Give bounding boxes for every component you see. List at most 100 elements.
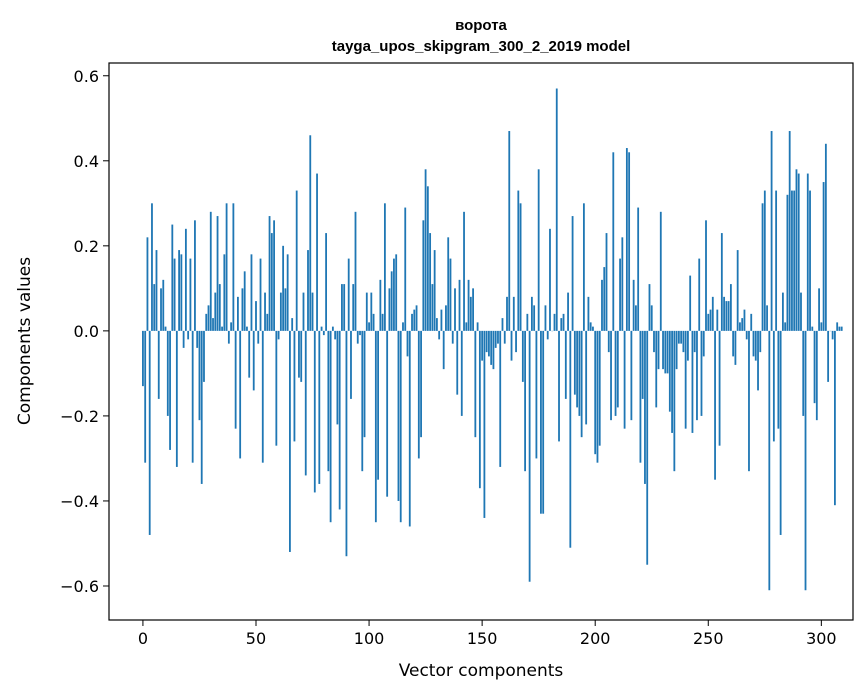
bar	[503, 330, 506, 344]
bar	[395, 254, 398, 331]
bar	[383, 203, 386, 331]
bar	[259, 258, 262, 331]
bar	[813, 330, 816, 404]
bar	[184, 228, 187, 331]
bar	[693, 330, 696, 353]
bar	[759, 330, 762, 353]
bar	[148, 330, 151, 535]
bar	[515, 330, 517, 353]
bar	[420, 330, 422, 438]
bar	[270, 233, 273, 331]
bar	[542, 330, 545, 514]
bar	[800, 292, 802, 331]
x-axis-label: Vector components	[399, 661, 564, 681]
bar	[338, 330, 341, 510]
bar	[553, 313, 556, 331]
bar	[648, 284, 651, 331]
bar	[621, 237, 624, 331]
bar	[313, 330, 316, 493]
bar	[227, 330, 230, 344]
bar	[818, 288, 820, 331]
bar	[243, 271, 246, 331]
bar	[677, 330, 680, 344]
bar	[725, 301, 728, 331]
bar	[637, 207, 640, 331]
bar	[578, 330, 581, 416]
bar	[714, 330, 716, 480]
bar	[318, 330, 321, 484]
bar	[469, 296, 472, 331]
bar	[160, 288, 162, 331]
bar	[573, 330, 576, 395]
y-axis-label: Components values	[15, 257, 35, 425]
bar	[354, 211, 357, 331]
bar	[322, 330, 325, 336]
bar	[268, 216, 271, 331]
bar	[530, 296, 533, 331]
bar	[788, 131, 791, 331]
bar	[440, 309, 443, 331]
bar	[169, 330, 171, 450]
bar	[607, 330, 610, 353]
bar	[664, 330, 667, 374]
bar	[772, 330, 775, 442]
bar	[836, 322, 839, 331]
bar	[454, 288, 456, 331]
bar	[623, 330, 626, 429]
bar	[521, 330, 524, 382]
y-tick-label: −0.4	[60, 492, 99, 511]
bar	[720, 233, 723, 331]
bar	[528, 330, 531, 582]
bar	[388, 288, 391, 331]
bar	[549, 228, 551, 331]
bar	[352, 284, 355, 331]
bar	[492, 330, 495, 370]
bar	[763, 190, 766, 331]
bar	[707, 313, 710, 331]
bar	[250, 254, 253, 331]
bar	[537, 169, 540, 331]
bar	[241, 288, 244, 331]
bar	[598, 330, 601, 446]
bar	[582, 203, 585, 331]
bar	[372, 313, 375, 331]
bar	[347, 258, 350, 331]
bar	[239, 330, 242, 459]
bar	[616, 330, 619, 408]
bar	[632, 279, 635, 331]
bar	[729, 284, 732, 331]
bar	[797, 173, 800, 331]
bar	[275, 330, 278, 446]
bar	[402, 322, 404, 331]
bar	[327, 330, 330, 472]
bar	[343, 284, 346, 331]
bar	[478, 330, 481, 489]
bar	[560, 318, 563, 331]
bar	[214, 292, 217, 331]
bar	[189, 258, 192, 331]
bar	[770, 131, 773, 331]
bar	[723, 296, 726, 331]
bar	[696, 330, 698, 421]
bar	[791, 190, 793, 331]
bar	[655, 330, 658, 408]
plot-frame	[108, 62, 854, 621]
bar	[650, 305, 653, 331]
bar	[194, 220, 196, 331]
bar	[277, 330, 280, 340]
bar	[284, 288, 287, 331]
bar	[806, 173, 809, 331]
bar	[517, 190, 520, 331]
bar	[544, 305, 547, 331]
x-tick-label: 200	[580, 629, 611, 648]
bar	[485, 330, 488, 353]
bar	[501, 318, 504, 331]
bar	[341, 284, 343, 331]
bar	[300, 330, 303, 382]
bar	[207, 305, 210, 331]
bar	[795, 169, 798, 331]
bar	[415, 305, 418, 331]
bar	[596, 330, 599, 463]
bar	[474, 330, 477, 438]
bar	[447, 237, 450, 331]
